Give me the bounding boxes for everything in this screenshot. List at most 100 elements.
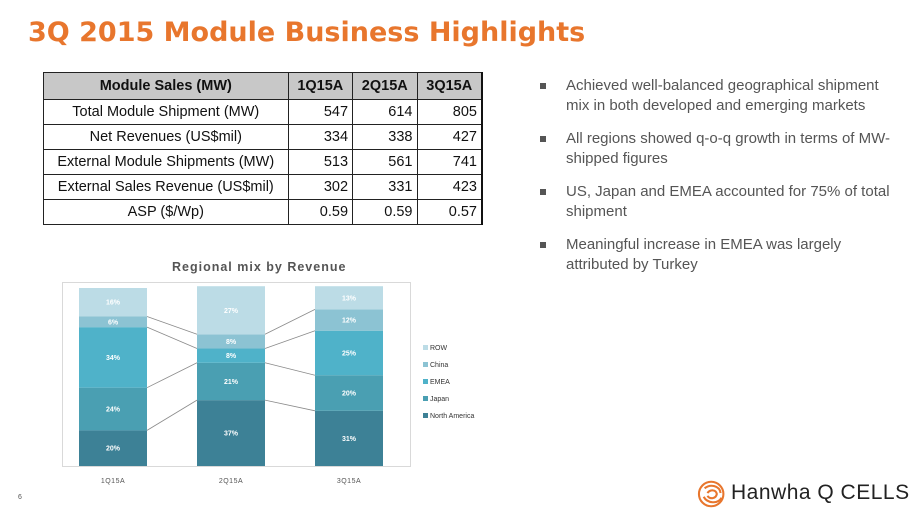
table-cell: 614 [352,99,418,125]
legend-swatch [423,345,428,350]
table-row: Net Revenues (US$mil) 334 338 427 [43,124,483,150]
bar-segment-north-america [79,430,147,466]
table-cell: 547 [287,99,354,125]
hanwha-logo-icon [697,480,725,508]
data-label: 31% [342,436,357,443]
series-connector-line [146,316,198,335]
table-row: ASP ($/Wp) 0.59 0.59 0.57 [43,199,483,225]
table-cell: 302 [287,174,354,200]
list-item: US, Japan and EMEA accounted for 75% of … [540,182,900,222]
table-cell: 334 [287,124,354,150]
table-cell: 561 [352,149,418,175]
list-item: All regions showed q-o-q growth in terms… [540,129,900,169]
series-connector-line [264,362,316,376]
table-cell: 331 [352,174,418,200]
x-tick-label: 3Q15A [337,478,361,485]
bullet-text: US, Japan and EMEA accounted for 75% of … [566,183,890,220]
bullet-square-icon [540,242,546,248]
table-row: External Module Shipments (MW) 513 561 7… [43,149,483,175]
table-header-row: Module Sales (MW) 1Q15A 2Q15A 3Q15A [43,72,483,100]
bar-segment-north-america [315,410,383,466]
data-label: 8% [226,353,237,360]
table-cell: 338 [352,124,418,150]
data-label: 20% [106,446,121,453]
data-label: 13% [342,295,357,302]
series-connector-line [146,326,198,349]
chart-title: Regional mix by Revenue [172,260,347,274]
x-tick-label: 1Q15A [101,478,125,485]
bullet-square-icon [540,189,546,195]
table-row: External Sales Revenue (US$mil) 302 331 … [43,174,483,200]
bar-segment-china [197,334,265,349]
module-sales-table: Module Sales (MW) 1Q15A 2Q15A 3Q15A Tota… [43,72,483,225]
table-cell: External Module Shipments (MW) [43,149,289,175]
page-title: 3Q 2015 Module Business Highlights [28,17,586,48]
bar-segment-japan [315,375,383,411]
bar-segment-emea [79,327,147,388]
legend-label: EMEA [430,379,450,386]
table-cell: 427 [416,124,483,150]
data-label: 12% [342,318,357,325]
table-cell: 0.59 [352,199,418,225]
page-number: 6 [18,494,22,501]
series-connector-line [146,362,198,389]
table-cell: 0.59 [287,199,354,225]
legend-label: ROW [430,345,448,352]
table-cell: 741 [416,149,483,175]
table-cell: 513 [287,149,354,175]
series-connector-line [264,330,316,349]
legend-swatch [423,362,428,367]
regional-mix-chart: 20% 24% 34% 6% 16% 1Q15A 37% 21% 8% 8% 27% 2Q15A 31%… [62,282,474,485]
data-label: 37% [224,431,239,438]
bullet-square-icon [540,83,546,89]
table-cell: Total Module Shipment (MW) [43,99,289,125]
data-label: 27% [224,308,239,315]
data-label: 16% [106,300,121,307]
bar-segment-row [197,286,265,335]
bullet-text: Meaningful increase in EMEA was largely … [566,236,842,273]
list-item: Meaningful increase in EMEA was largely … [540,235,900,275]
series-connector-line [264,399,316,412]
table-cell: ASP ($/Wp) [43,199,289,225]
data-label: 24% [106,407,121,414]
bar-segment-china [315,309,383,331]
table-cell: 805 [416,99,483,125]
highlights-list: Achieved well-balanced geographical ship… [540,76,900,288]
list-item: Achieved well-balanced geographical ship… [540,76,900,116]
table-header-cell: 2Q15A [352,72,418,100]
table-row: Total Module Shipment (MW) 547 614 805 [43,99,483,125]
data-label: 8% [226,339,237,346]
data-label: 20% [342,391,357,398]
table-cell: Net Revenues (US$mil) [43,124,289,150]
data-label: 34% [106,355,121,362]
legend-label: North America [430,413,474,420]
table-header-cell: 1Q15A [287,72,354,100]
legend-swatch [423,379,428,384]
bullet-text: Achieved well-balanced geographical ship… [566,77,879,114]
table-header-cell: 3Q15A [416,72,483,100]
bar-segment-china [79,316,147,328]
series-connector-line [146,399,198,431]
bar-segment-emea [315,330,383,376]
data-label: 21% [224,379,239,386]
legend-swatch [423,396,428,401]
series-connector-line [264,309,316,335]
bar-segment-row [79,288,147,317]
bullet-text: All regions showed q-o-q growth in terms… [566,130,891,167]
brand-logo-text: Hanwha Q CELLS [731,481,910,504]
table-header-cell: Module Sales (MW) [43,72,289,100]
chart-frame [62,282,411,467]
table-cell: External Sales Revenue (US$mil) [43,174,289,200]
x-tick-label: 2Q15A [219,478,243,485]
legend-label: China [430,362,448,369]
bar-segment-japan [79,387,147,431]
legend-label: Japan [430,396,449,403]
bar-segment-north-america [197,400,265,466]
data-label: 6% [108,319,119,326]
bar-segment-emea [197,348,265,363]
bullet-square-icon [540,136,546,142]
data-label: 25% [342,350,357,357]
legend-swatch [423,413,428,418]
table-cell: 0.57 [416,199,483,225]
bar-segment-row [315,286,383,310]
